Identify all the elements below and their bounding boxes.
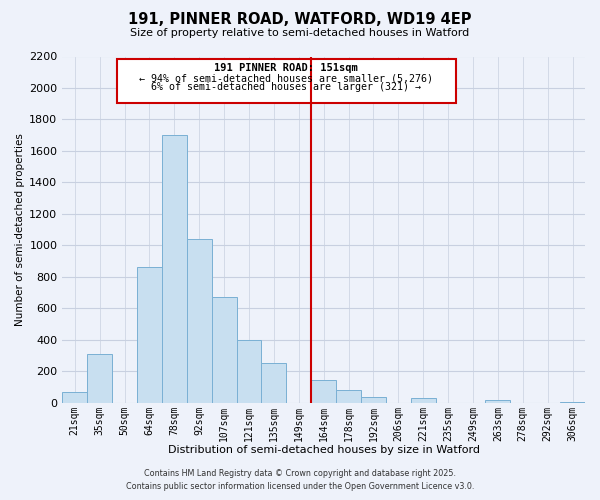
Bar [361,398,386,403]
Bar [87,354,112,403]
Bar [560,402,585,403]
Bar [62,392,87,403]
Text: ← 94% of semi-detached houses are smaller (5,276): ← 94% of semi-detached houses are smalle… [139,73,433,83]
Bar [311,380,336,403]
Text: Size of property relative to semi-detached houses in Watford: Size of property relative to semi-detach… [130,28,470,38]
Bar [411,398,436,403]
Text: 6% of semi-detached houses are larger (321) →: 6% of semi-detached houses are larger (3… [151,82,421,92]
Bar [262,364,286,403]
Bar [162,135,187,403]
Text: Contains HM Land Registry data © Crown copyright and database right 2025.
Contai: Contains HM Land Registry data © Crown c… [126,469,474,491]
Bar [137,268,162,403]
Text: 191 PINNER ROAD: 151sqm: 191 PINNER ROAD: 151sqm [214,63,358,73]
Bar [212,298,236,403]
Y-axis label: Number of semi-detached properties: Number of semi-detached properties [15,133,25,326]
X-axis label: Distribution of semi-detached houses by size in Watford: Distribution of semi-detached houses by … [167,445,479,455]
Text: 191, PINNER ROAD, WATFORD, WD19 4EP: 191, PINNER ROAD, WATFORD, WD19 4EP [128,12,472,28]
Bar [236,340,262,403]
Bar [187,239,212,403]
Bar [485,400,511,403]
FancyBboxPatch shape [117,59,455,103]
Bar [336,390,361,403]
